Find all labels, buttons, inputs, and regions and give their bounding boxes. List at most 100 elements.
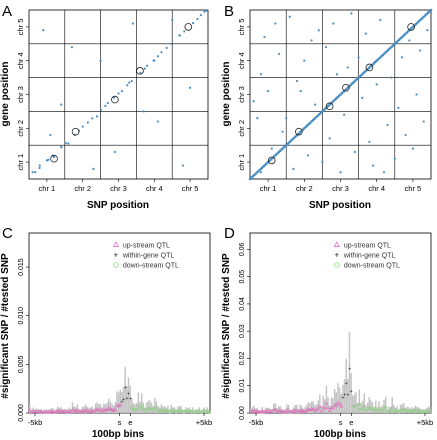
histogram-bar	[70, 409, 72, 413]
data-point	[335, 73, 338, 76]
histogram-bar	[117, 392, 120, 413]
data-point	[117, 92, 120, 95]
histogram-bar	[186, 408, 189, 413]
data-point	[95, 115, 99, 118]
downstream-marker	[136, 404, 140, 408]
data-point	[252, 100, 255, 103]
data-point	[332, 22, 335, 25]
downstream-marker	[375, 409, 380, 413]
histogram-bar	[75, 407, 77, 413]
histogram-bar	[304, 406, 306, 413]
histogram-bar	[198, 407, 200, 413]
y-tick-label: 0.015	[18, 258, 25, 276]
histogram-bar	[163, 406, 166, 413]
data-point	[203, 10, 206, 13]
data-point	[153, 59, 156, 62]
histogram-bar	[145, 402, 148, 413]
highlight-circle	[267, 156, 276, 165]
downstream-marker	[141, 407, 145, 411]
histogram-bar	[162, 406, 164, 413]
data-point	[411, 147, 414, 150]
data-point	[364, 32, 367, 35]
histogram-bar	[376, 407, 379, 413]
upstream-marker	[332, 402, 337, 407]
histogram-bar	[417, 407, 420, 413]
histogram-bar	[30, 410, 33, 413]
histogram-bar	[65, 408, 67, 413]
legend-upstream-symbol	[333, 241, 340, 247]
data-point	[196, 17, 199, 21]
histogram-bar	[150, 402, 153, 413]
upstream-marker	[321, 404, 326, 409]
data-point	[361, 96, 364, 99]
upstream-marker	[73, 408, 78, 413]
data-point	[324, 46, 328, 49]
data-point	[350, 12, 353, 15]
data-point	[259, 171, 262, 174]
histogram-bar	[191, 407, 194, 413]
y-tick-label: chr 3	[237, 86, 246, 103]
upstream-marker	[118, 402, 123, 407]
histogram-bar	[352, 395, 354, 413]
panel-c-ylabel: #significant SNP / #tested SNP	[0, 253, 11, 399]
histogram-bar	[325, 385, 328, 413]
downstream-marker	[184, 409, 188, 413]
histogram-bar	[53, 410, 56, 413]
downstream-marker	[403, 409, 408, 413]
histogram-bar	[350, 373, 352, 413]
upstream-marker	[275, 409, 280, 413]
upstream-marker	[291, 408, 296, 413]
data-point	[285, 117, 288, 120]
histogram-bar	[201, 409, 204, 413]
downstream-marker	[176, 409, 180, 413]
downstream-marker	[380, 408, 385, 412]
upstream-marker	[301, 409, 306, 413]
data-point	[390, 76, 393, 79]
upstream-marker	[316, 406, 321, 411]
upstream-marker	[70, 407, 75, 411]
histogram-bar	[175, 409, 177, 413]
data-point	[379, 19, 382, 22]
highlight-circle	[407, 23, 415, 31]
data-point	[139, 71, 142, 74]
histogram-bar	[338, 387, 341, 413]
data-point	[191, 21, 195, 25]
highlight-circle	[71, 127, 80, 136]
panel-d-ylabel: #significant SNP / #tested SNP	[221, 253, 232, 399]
data-point	[171, 19, 174, 22]
downstream-marker	[148, 406, 152, 411]
within-marker: +	[343, 392, 346, 398]
histogram-bar	[124, 366, 126, 413]
downstream-marker	[143, 409, 147, 413]
histogram-bar	[330, 397, 333, 413]
downstream-marker	[385, 410, 389, 414]
y-tick-label: chr 2	[237, 120, 246, 137]
histogram-bar	[383, 399, 385, 413]
upstream-marker	[29, 410, 34, 414]
data-point	[126, 84, 129, 87]
histogram-bar	[406, 406, 408, 413]
data-point	[422, 120, 425, 123]
histogram-bar	[89, 407, 92, 413]
downstream-marker	[159, 408, 164, 412]
highlight-circle	[184, 23, 193, 31]
highlight-circle	[342, 83, 350, 92]
upstream-marker	[260, 408, 265, 413]
data-point	[130, 79, 133, 83]
upstream-marker	[270, 409, 275, 413]
downstream-marker	[204, 410, 208, 414]
histogram-bar	[40, 408, 42, 413]
data-point	[104, 104, 107, 108]
data-point	[393, 157, 396, 160]
data-point	[382, 171, 386, 174]
downstream-marker	[131, 407, 136, 412]
data-point	[288, 15, 291, 18]
histogram-bar	[116, 391, 118, 413]
highlight-circle	[365, 63, 374, 72]
panel-b-grid	[250, 10, 431, 179]
x-tick-label: chr 3	[332, 184, 349, 193]
downstream-marker	[410, 409, 414, 413]
data-point	[306, 154, 310, 157]
histogram-bar	[348, 331, 351, 413]
histogram-bar	[333, 388, 336, 413]
